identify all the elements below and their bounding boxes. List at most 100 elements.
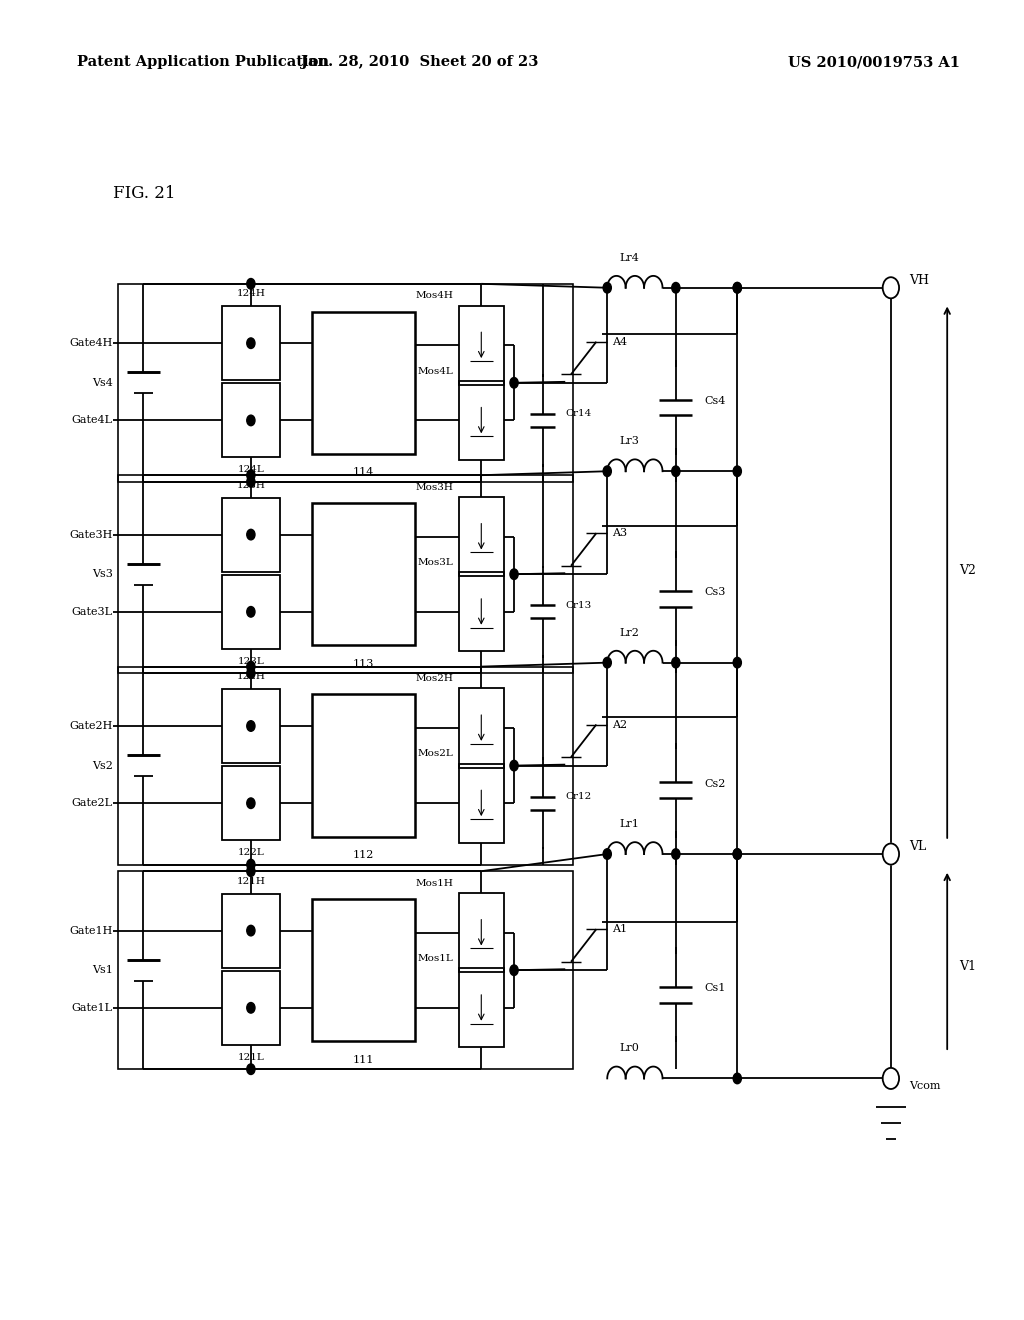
- Circle shape: [510, 569, 518, 579]
- Bar: [459, 498, 504, 577]
- Circle shape: [603, 657, 611, 668]
- Text: Mos1H: Mos1H: [416, 879, 454, 887]
- Text: 113: 113: [353, 659, 374, 669]
- Circle shape: [247, 866, 255, 876]
- Text: V2: V2: [959, 565, 976, 577]
- Text: Mos4L: Mos4L: [418, 367, 454, 375]
- Text: Mos2H: Mos2H: [416, 675, 454, 682]
- Circle shape: [510, 760, 518, 771]
- Bar: [459, 573, 504, 652]
- Text: Mos1L: Mos1L: [418, 954, 454, 964]
- Text: Gate4H: Gate4H: [70, 338, 113, 348]
- Text: Cs3: Cs3: [705, 587, 726, 598]
- Bar: [312, 694, 415, 837]
- Text: Mos2L: Mos2L: [418, 750, 454, 758]
- Circle shape: [247, 1064, 255, 1074]
- Text: 123L: 123L: [238, 657, 264, 665]
- Bar: [459, 969, 504, 1048]
- Text: A3: A3: [612, 528, 628, 539]
- Circle shape: [733, 282, 741, 293]
- Bar: [459, 763, 504, 843]
- Text: 111: 111: [353, 1055, 374, 1065]
- Circle shape: [883, 1068, 899, 1089]
- Text: Gate2L: Gate2L: [72, 799, 113, 808]
- Text: Vs3: Vs3: [92, 569, 113, 579]
- Text: Vs1: Vs1: [92, 965, 113, 975]
- Bar: [222, 894, 280, 968]
- Circle shape: [247, 338, 255, 348]
- Text: Cs1: Cs1: [705, 983, 726, 994]
- Circle shape: [247, 668, 255, 678]
- Bar: [118, 871, 573, 1069]
- Text: Cr13: Cr13: [565, 601, 592, 610]
- Text: Cr12: Cr12: [565, 792, 592, 801]
- Bar: [459, 306, 504, 385]
- Text: Cs4: Cs4: [705, 396, 726, 407]
- Circle shape: [672, 849, 680, 859]
- Text: V1: V1: [959, 960, 977, 973]
- Text: FIG. 21: FIG. 21: [113, 185, 175, 202]
- Text: Gate3L: Gate3L: [72, 607, 113, 616]
- Text: A4: A4: [612, 337, 628, 347]
- Bar: [118, 475, 573, 673]
- Text: A1: A1: [612, 924, 628, 935]
- Bar: [222, 576, 280, 649]
- Text: Gate3H: Gate3H: [70, 529, 113, 540]
- Text: Vcom: Vcom: [909, 1081, 941, 1092]
- Circle shape: [603, 849, 611, 859]
- Bar: [222, 972, 280, 1045]
- Bar: [222, 306, 280, 380]
- Text: A2: A2: [612, 719, 628, 730]
- Circle shape: [672, 466, 680, 477]
- Bar: [459, 894, 504, 972]
- Circle shape: [603, 282, 611, 293]
- Text: Patent Application Publication: Patent Application Publication: [77, 55, 329, 70]
- Text: Jan. 28, 2010  Sheet 20 of 23: Jan. 28, 2010 Sheet 20 of 23: [301, 55, 539, 70]
- Text: Lr3: Lr3: [620, 436, 640, 446]
- Bar: [118, 284, 573, 482]
- Text: 122L: 122L: [238, 849, 264, 857]
- Circle shape: [247, 279, 255, 289]
- Circle shape: [733, 1073, 741, 1084]
- Text: Lr0: Lr0: [620, 1043, 640, 1053]
- Text: Lr4: Lr4: [620, 252, 640, 263]
- Text: Gate1L: Gate1L: [72, 1003, 113, 1012]
- Circle shape: [247, 721, 255, 731]
- Circle shape: [510, 378, 518, 388]
- Circle shape: [510, 965, 518, 975]
- Circle shape: [247, 470, 255, 480]
- Text: Vs2: Vs2: [92, 760, 113, 771]
- Text: Gate2H: Gate2H: [70, 721, 113, 731]
- Text: Vs4: Vs4: [92, 378, 113, 388]
- Circle shape: [247, 477, 255, 487]
- Circle shape: [247, 797, 255, 808]
- Text: 121H: 121H: [237, 876, 265, 886]
- Text: 123H: 123H: [237, 480, 265, 490]
- Circle shape: [247, 607, 255, 618]
- Text: Mos3H: Mos3H: [416, 483, 454, 492]
- Circle shape: [733, 282, 741, 293]
- Bar: [312, 503, 415, 645]
- Bar: [222, 766, 280, 841]
- Text: Lr2: Lr2: [620, 627, 640, 638]
- Text: VH: VH: [909, 273, 930, 286]
- Circle shape: [672, 657, 680, 668]
- Circle shape: [672, 282, 680, 293]
- Circle shape: [883, 843, 899, 865]
- Text: US 2010/0019753 A1: US 2010/0019753 A1: [788, 55, 961, 70]
- Text: 124L: 124L: [238, 466, 264, 474]
- Circle shape: [247, 661, 255, 672]
- Text: Cr14: Cr14: [565, 409, 592, 418]
- Text: 112: 112: [353, 850, 374, 861]
- Bar: [222, 689, 280, 763]
- Bar: [222, 383, 280, 458]
- Text: 121L: 121L: [238, 1053, 264, 1061]
- Text: Cs2: Cs2: [705, 779, 726, 789]
- Circle shape: [247, 414, 255, 425]
- Circle shape: [733, 466, 741, 477]
- Text: VL: VL: [909, 840, 927, 853]
- Text: 114: 114: [353, 467, 374, 478]
- Bar: [312, 312, 415, 454]
- Text: Lr1: Lr1: [620, 818, 640, 829]
- Bar: [222, 498, 280, 572]
